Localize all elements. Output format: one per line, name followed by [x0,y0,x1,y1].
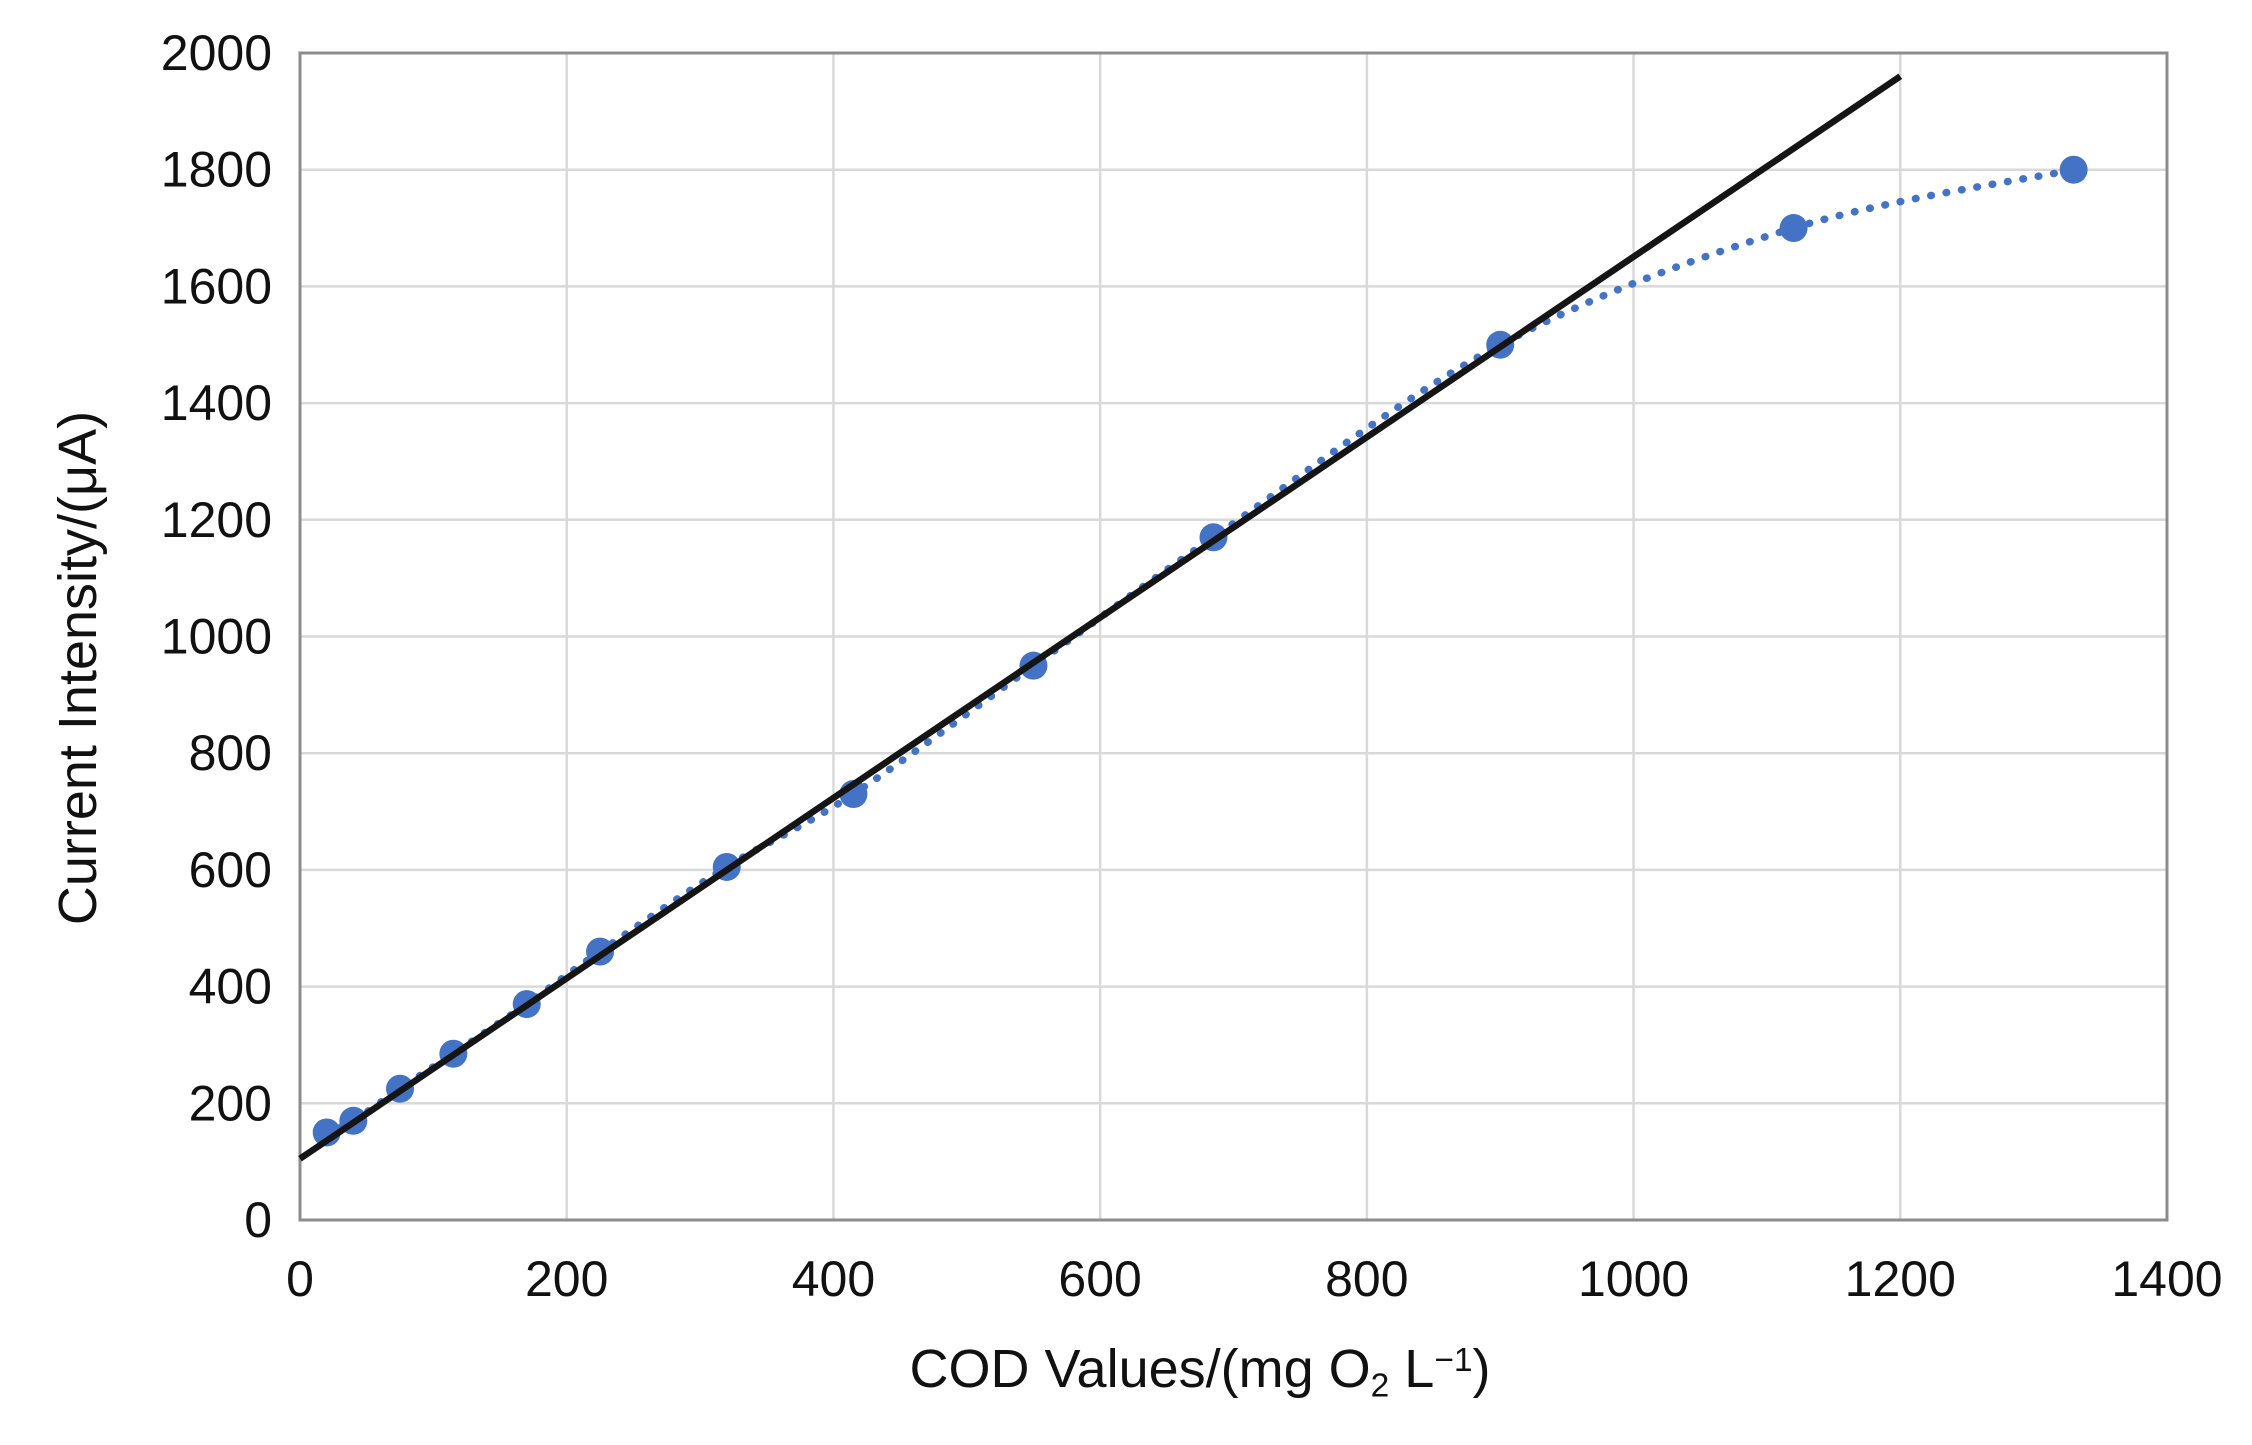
x-tick-label: 0 [286,1251,314,1307]
linear-fit-line [298,73,1903,1162]
y-tick-label: 0 [244,1192,272,1248]
x-tick-label: 400 [792,1251,875,1307]
y-axis-tick-labels: 0 200 400 600 800 1000 1200 1400 1600 1800 2000 [161,25,272,1248]
y-axis-title: Current Intensity/(μA) [48,410,108,926]
y-tick-label: 800 [189,725,272,781]
y-tick-label: 1800 [161,142,272,198]
gridlines [300,53,2167,1220]
y-tick-label: 1200 [161,492,272,548]
data-point [2059,155,2088,184]
y-tick-label: 400 [189,959,272,1015]
plot-border [298,51,2169,1222]
x-axis-title-subscript: 2 [1370,1367,1390,1405]
x-axis-title-text: L [1389,1339,1435,1399]
y-tick-label: 1400 [161,375,272,431]
x-axis-title-superscript: −1 [1434,1341,1473,1379]
y-tick-label: 1000 [161,609,272,665]
y-tick-label: 600 [189,842,272,898]
x-tick-label: 1400 [2111,1251,2222,1307]
y-tick-label: 1600 [161,258,272,314]
y-tick-label: 200 [189,1075,272,1131]
x-tick-label: 800 [1325,1251,1408,1307]
x-tick-label: 1000 [1578,1251,1689,1307]
x-tick-label: 200 [525,1251,608,1307]
x-axis-title-text: ) [1472,1339,1491,1399]
x-axis-tick-labels: 0 200 400 600 800 1000 1200 1400 [286,1251,2223,1307]
y-tick-label: 2000 [161,25,272,81]
x-axis-title: COD Values/(mg O2 L−1) [909,1339,1491,1403]
x-tick-label: 1200 [1845,1251,1956,1307]
trend-lines [298,73,2078,1162]
x-axis-title-text: COD Values/(mg O [909,1339,1371,1399]
dotted-trendline [322,165,2078,1137]
data-points [312,155,2088,1147]
x-tick-label: 600 [1058,1251,1141,1307]
